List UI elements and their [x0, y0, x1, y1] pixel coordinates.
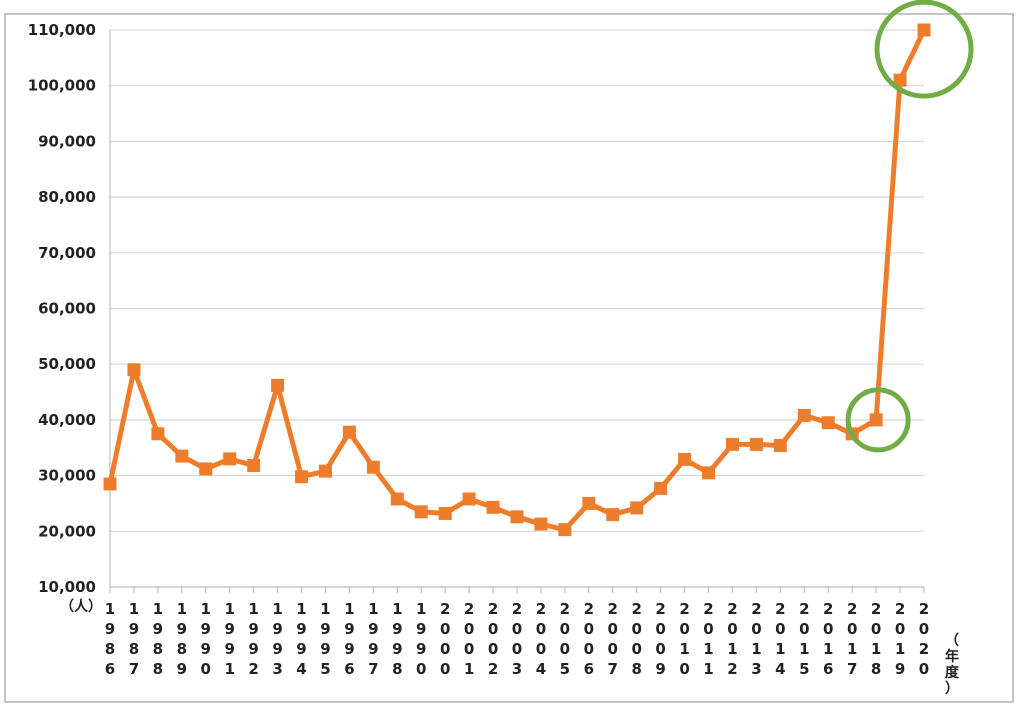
data-point-marker	[318, 464, 332, 478]
data-point-marker	[702, 466, 716, 480]
data-point-marker	[654, 481, 668, 495]
data-point-marker	[127, 363, 141, 377]
y-unit-label: （人）	[60, 598, 102, 615]
data-point-marker	[510, 510, 524, 524]
data-point-marker	[893, 73, 907, 87]
data-point-marker	[390, 492, 404, 506]
y-tick-label: 20,000	[38, 522, 96, 540]
data-point-marker	[558, 523, 572, 537]
grid-lines	[110, 29, 924, 588]
data-point-marker	[630, 501, 644, 515]
chart-border	[4, 13, 1014, 703]
data-point-marker	[366, 460, 380, 474]
data-point-marker	[869, 413, 883, 427]
data-point-marker	[247, 459, 261, 473]
y-tick-label: 30,000	[38, 467, 96, 485]
highlight-circle-2018	[845, 387, 911, 453]
data-point-marker	[486, 500, 500, 514]
data-point-marker	[175, 449, 189, 463]
y-tick-label: 10,000	[38, 578, 96, 596]
data-point-marker	[151, 427, 165, 441]
y-tick-label: 90,000	[38, 132, 96, 150]
y-tick-label: 100,000	[28, 77, 96, 95]
y-tick-label: 50,000	[38, 355, 96, 373]
data-point-marker	[917, 23, 931, 37]
data-point-marker	[271, 378, 285, 392]
y-tick-label: 80,000	[38, 188, 96, 206]
data-point-marker	[534, 517, 548, 531]
data-point-marker	[462, 492, 476, 506]
y-tick-label: 70,000	[38, 244, 96, 262]
y-tick-labels: 10,000 20,000 30,000 40,000 50,000 60,000 70,0…	[28, 21, 96, 596]
data-point-marker	[414, 505, 428, 519]
data-point-marker	[749, 437, 763, 451]
data-point-marker	[295, 470, 309, 484]
axes	[109, 30, 925, 593]
data-series	[103, 23, 931, 537]
data-point-marker	[103, 477, 117, 491]
data-point-marker	[773, 439, 787, 453]
data-point-marker	[582, 496, 596, 510]
data-point-marker	[797, 408, 811, 422]
x-unit-text: （年度）	[945, 633, 960, 697]
data-point-marker	[223, 452, 237, 466]
y-tick-label: 60,000	[38, 300, 96, 318]
x-tick-labels: 1 9 8 6 1 9 8 7 1 9 8 8 1 9 8 9 1 9 9 0 1 9 9 1 1 9 9 2 1 9 9 3 1 9 9 4 1 9 9 5…	[105, 600, 929, 678]
data-point-marker	[725, 437, 739, 451]
data-point-marker	[438, 506, 452, 520]
x-unit-label: （年度）	[945, 633, 960, 697]
data-point-marker	[678, 452, 692, 466]
highlight-circles	[845, 0, 974, 453]
data-point-marker	[821, 416, 835, 430]
y-tick-label: 40,000	[38, 411, 96, 429]
data-point-marker	[199, 462, 213, 476]
data-point-marker	[606, 508, 620, 522]
data-point-marker	[342, 425, 356, 439]
highlight-circle-2019-2020	[874, 0, 974, 99]
y-tick-label: 110,000	[28, 21, 96, 39]
